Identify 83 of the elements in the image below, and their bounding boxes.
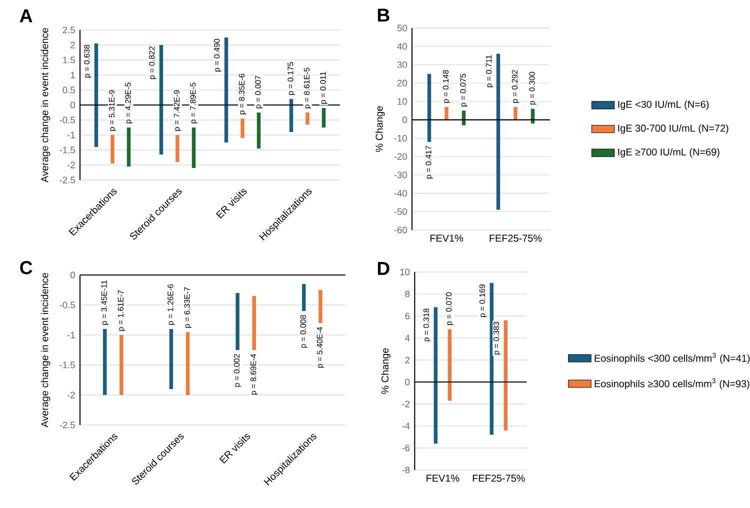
y-tick-label: -2: [67, 162, 75, 168]
y-tick-label: 30: [397, 61, 407, 68]
y-tick-label: -60: [394, 226, 407, 234]
bar: [427, 74, 432, 142]
bar: [103, 329, 107, 395]
bar: [224, 38, 228, 142]
bar: [306, 112, 310, 124]
y-tick-label: 2: [70, 42, 75, 48]
bar: [169, 329, 174, 389]
y-tick-label: 1.5: [63, 56, 75, 64]
bar: [322, 108, 326, 128]
y-axis-title: % Change: [381, 348, 391, 394]
y-tick-label: -10: [394, 134, 407, 142]
y-tick-label: 8: [405, 290, 410, 298]
y-tick-label: 10: [400, 268, 410, 276]
x-tick-label: FEF25-75%: [472, 474, 525, 482]
y-tick-label: -2.5: [60, 422, 75, 428]
y-tick-label: -2: [67, 392, 75, 398]
chart-title: B: [378, 8, 390, 22]
bar: [192, 128, 196, 168]
chart-title: C: [20, 261, 32, 274]
bar: [318, 290, 322, 323]
y-axis-title: % Change: [375, 106, 385, 152]
y-tick-label: 20: [397, 80, 407, 86]
bar: [120, 335, 124, 395]
y-tick-label: -8: [402, 466, 410, 474]
y-tick-label: -4: [402, 422, 410, 430]
y-tick-label: 2.5: [62, 26, 75, 34]
bar: [496, 54, 500, 210]
y-tick-label: -1: [67, 332, 75, 338]
y-tick-label: -0.5: [60, 302, 75, 308]
y-tick-label: -20: [394, 153, 407, 160]
bar: [186, 332, 190, 395]
y-tick-label: 2: [405, 356, 410, 364]
legend-label: IgE <30 IU/mL (N=6): [618, 100, 709, 110]
bar: [252, 296, 256, 350]
legend-label: Eosinophils <300 cells/mm$^{3}$ (N=41): [594, 352, 750, 364]
y-tick-label: -2: [402, 400, 410, 408]
chart-title: D: [378, 262, 390, 275]
y-tick-label: 0: [70, 272, 75, 278]
y-tick-label: 10: [398, 98, 407, 105]
legend-label: IgE ≥700 IU/mL (N=69): [618, 148, 720, 158]
y-tick-label: -1.5: [60, 362, 75, 368]
bar: [434, 307, 438, 444]
y-tick-label: 0.5: [62, 86, 75, 94]
bar: [236, 293, 240, 350]
bar: [302, 284, 306, 311]
y-tick-label: 0: [70, 102, 75, 108]
x-tick-label: FEV1%: [426, 474, 460, 482]
y-tick-label: 4: [405, 334, 410, 342]
bar: [94, 44, 98, 147]
bar: [126, 128, 131, 166]
bar: [176, 135, 180, 162]
bar: [444, 106, 448, 120]
y-tick-label: 50: [397, 24, 407, 32]
y-tick-label: 40: [397, 43, 407, 50]
bar: [159, 45, 164, 154]
y-tick-label: -1: [67, 132, 75, 138]
y-axis-title: Average change in event incidence: [40, 28, 50, 182]
x-tick-label: FEV1%: [430, 234, 464, 242]
y-tick-label: 0: [405, 378, 410, 386]
bar: [289, 99, 294, 132]
legend-label: IgE 30-700 IU/mL (N=72): [618, 124, 728, 134]
y-tick-label: 6: [405, 312, 410, 320]
y-axis-title: Average change in event incidence: [40, 273, 50, 428]
y-tick-label: -2.5: [60, 176, 75, 184]
bar: [448, 329, 452, 401]
y-tick-label: -1.5: [60, 146, 75, 154]
y-tick-label: -50: [394, 208, 407, 215]
bar: [240, 118, 244, 138]
legend-label: Eosinophils ≥300 cells/mm$^{3}$ (N=93): [594, 378, 750, 390]
y-tick-label: 0: [402, 116, 407, 124]
y-tick-label: -6: [402, 444, 410, 452]
x-tick-label: FEF25-75%: [490, 234, 542, 242]
y-tick-label: -30: [394, 172, 407, 178]
bar: [514, 106, 518, 120]
bar: [256, 112, 261, 148]
bar: [110, 135, 114, 164]
chart-title: A: [20, 9, 32, 22]
y-tick-label: 1: [70, 72, 75, 78]
y-tick-label: -40: [394, 190, 407, 197]
y-tick-label: -0.5: [60, 116, 75, 124]
bar: [504, 320, 508, 430]
